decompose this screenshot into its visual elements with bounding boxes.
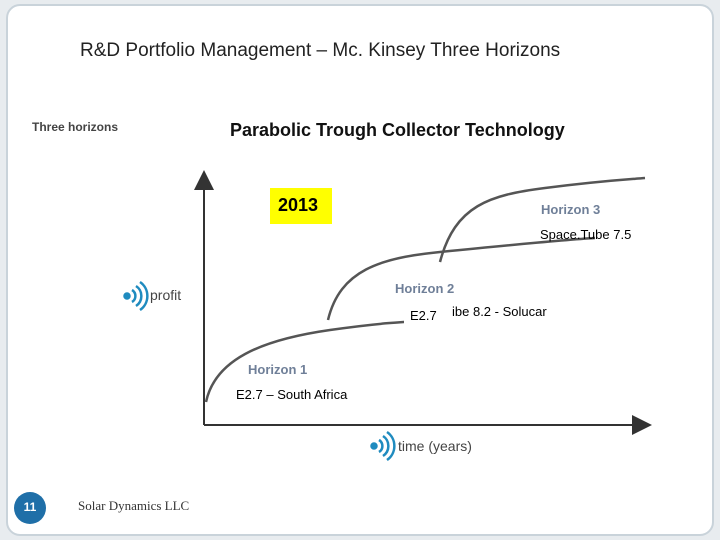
- horizon-3-curve: [438, 176, 646, 263]
- horizon-label: Horizon 2: [395, 281, 455, 296]
- company: Solar Dynamics LLC: [78, 498, 190, 513]
- caption: Three horizons: [32, 120, 119, 134]
- horizon-2-curve: [326, 236, 596, 321]
- slide-title: R&D Portfolio Management – Mc. Kinsey Th…: [80, 40, 561, 61]
- subtitle: Parabolic Trough Collector Technology: [230, 120, 565, 140]
- note-box: [404, 304, 450, 326]
- year-box: [270, 188, 332, 224]
- horizon-note: ibe 8.2 - Solucar: [452, 304, 547, 319]
- year: 2013: [278, 195, 319, 215]
- time-icon: [370, 430, 396, 462]
- x-axis-label: time (years): [398, 438, 472, 454]
- horizon-label: Horizon 1: [248, 362, 308, 377]
- profit-icon: [123, 280, 149, 312]
- slide: [6, 4, 714, 536]
- horizon-label: Horizon 3: [541, 202, 601, 217]
- y-axis-label: profit: [150, 287, 182, 303]
- horizon-note: E2.7: [410, 308, 437, 323]
- horizon-note: Space.Tube 7.5: [540, 227, 632, 242]
- page-badge: [14, 492, 46, 524]
- page-number: 11: [23, 500, 37, 514]
- horizon-note: E2.7 – South Africa: [236, 387, 348, 402]
